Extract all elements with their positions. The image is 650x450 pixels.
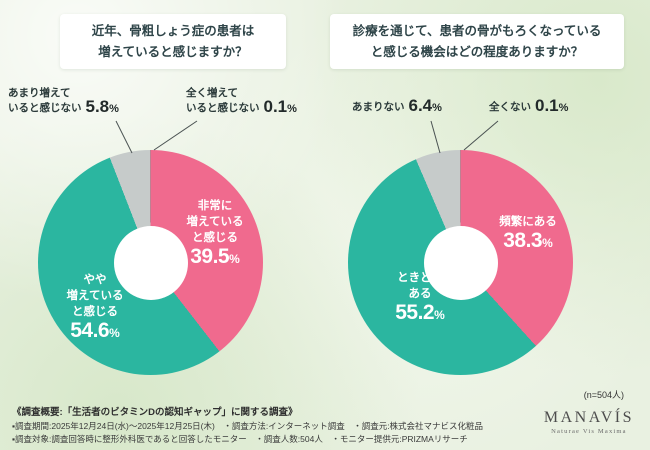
- leader-line-chart1-rarely: [115, 120, 133, 154]
- donut-hole: [423, 225, 498, 300]
- survey-overview-title: 《調査概要:「生活者のビタミンDの認知ギャップ」に関する調査》: [12, 407, 298, 418]
- sample-size-note: (n=504人): [583, 390, 624, 400]
- leader-line-chart2-rarely: [430, 120, 441, 154]
- survey-target-count-provider: ▪調査対象:調査回答時に整形外科医であると回答したモニター ・調査人数:504人…: [12, 434, 468, 445]
- segment-value: 55.2%: [395, 301, 445, 325]
- callout-label: あまりない: [352, 100, 405, 113]
- segment-label-frequently: 頻繁にある 38.3%: [499, 216, 557, 253]
- leader-line-chart1-never: [153, 120, 198, 151]
- callout-value: 5.8%: [85, 96, 119, 116]
- segment-value: 54.6%: [70, 319, 120, 343]
- segment-label-somewhat-increasing: やや 増えている と感じる 54.6%: [66, 274, 124, 343]
- callout-value: 0.1%: [263, 96, 297, 116]
- callout-label: あまり増えて いると感じない: [8, 87, 82, 114]
- leader-line-chart2-never: [463, 120, 499, 151]
- chart2-title: 診療を通じて、患者の骨がもろくなっている と感じる機会はどの程度ありますか？: [330, 14, 624, 70]
- logo-wordmark: MANAVÍS: [543, 409, 634, 426]
- callout-label: 全く増えて いると感じない: [186, 87, 260, 114]
- segment-value: 38.3%: [503, 229, 553, 253]
- chart2-callout-never: 全くない 0.1%: [489, 96, 569, 115]
- survey-period-method-source: ▪調査期間:2025年12月24日(水)～2025年12月25日(木) ・調査方…: [12, 421, 484, 431]
- manavis-logo: MANAVÍS Naturae Vis Maxima: [544, 409, 634, 435]
- logo-tagline: Naturae Vis Maxima: [551, 427, 627, 435]
- chart2-callout-rarely: あまりない 6.4%: [352, 96, 442, 115]
- donut-chart-osteoporosis-increase: 非常に 増えている と感じる 39.5% やや 増えている と感じる 54.6%: [38, 150, 263, 375]
- segment-label-strongly-increasing: 非常に 増えている と感じる 39.5%: [186, 200, 244, 269]
- chart1-callout-never: 全く増えて いると感じない 0.1%: [186, 86, 297, 115]
- callout-label: 全くない: [489, 100, 531, 113]
- callout-value: 6.4%: [408, 96, 442, 115]
- chart1-callout-rarely: あまり増えて いると感じない 5.8%: [8, 86, 119, 115]
- callout-value: 0.1%: [535, 96, 569, 115]
- survey-overview: 《調査概要:「生活者のビタミンDの認知ギャップ」に関する調査》 ▪調査期間:20…: [12, 404, 483, 446]
- segment-label-sometimes: ときどき ある 55.2%: [395, 272, 445, 325]
- segment-value: 39.5%: [190, 245, 240, 269]
- donut-chart-fragile-bones-frequency: 頻繁にある 38.3% ときどき ある 55.2%: [348, 150, 573, 375]
- donut-hole: [113, 225, 188, 300]
- chart1-title: 近年、骨粗しょう症の患者は 増えていると感じますか？: [60, 14, 286, 70]
